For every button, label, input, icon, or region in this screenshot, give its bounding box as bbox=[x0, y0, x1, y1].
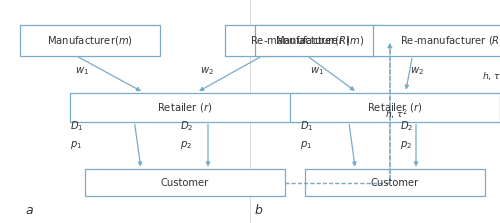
Text: Retailer ($\it{r}$): Retailer ($\it{r}$) bbox=[158, 101, 212, 114]
Text: $p_2$: $p_2$ bbox=[180, 139, 192, 151]
FancyBboxPatch shape bbox=[85, 169, 285, 196]
FancyBboxPatch shape bbox=[20, 25, 160, 56]
Text: $p_2$: $p_2$ bbox=[400, 139, 412, 151]
Text: $w_1$: $w_1$ bbox=[310, 66, 324, 77]
Text: $w_1$: $w_1$ bbox=[75, 66, 89, 77]
Text: $h$, $\tau^2$: $h$, $\tau^2$ bbox=[482, 70, 500, 83]
FancyBboxPatch shape bbox=[290, 93, 500, 122]
Text: $D_1$: $D_1$ bbox=[300, 119, 314, 133]
Text: Retailer ($\it{r}$): Retailer ($\it{r}$) bbox=[368, 101, 422, 114]
FancyBboxPatch shape bbox=[225, 25, 375, 56]
Text: Manufacturer($\it{m}$): Manufacturer($\it{m}$) bbox=[47, 34, 133, 47]
Text: $h$, $\tau^2$: $h$, $\tau^2$ bbox=[385, 108, 408, 121]
Text: $D_2$: $D_2$ bbox=[400, 119, 413, 133]
Text: $w_2$: $w_2$ bbox=[200, 66, 214, 77]
FancyBboxPatch shape bbox=[305, 169, 485, 196]
Text: a: a bbox=[25, 204, 32, 217]
FancyBboxPatch shape bbox=[70, 93, 300, 122]
FancyBboxPatch shape bbox=[255, 25, 385, 56]
Text: Manufacturer ($\it{m}$): Manufacturer ($\it{m}$) bbox=[276, 34, 364, 47]
Text: $p_1$: $p_1$ bbox=[70, 139, 82, 151]
Text: $w_2$: $w_2$ bbox=[410, 66, 424, 77]
Text: $p_1$: $p_1$ bbox=[300, 139, 312, 151]
Text: b: b bbox=[255, 204, 263, 217]
Text: Customer: Customer bbox=[161, 178, 209, 188]
Text: Re-manufacturer ($\it{R}$): Re-manufacturer ($\it{R}$) bbox=[400, 34, 500, 47]
Text: $D_1$: $D_1$ bbox=[70, 119, 84, 133]
FancyBboxPatch shape bbox=[372, 25, 500, 56]
Text: Re-manufacturer($\it{R}$): Re-manufacturer($\it{R}$) bbox=[250, 34, 350, 47]
Text: Customer: Customer bbox=[371, 178, 419, 188]
Text: $D_2$: $D_2$ bbox=[180, 119, 194, 133]
